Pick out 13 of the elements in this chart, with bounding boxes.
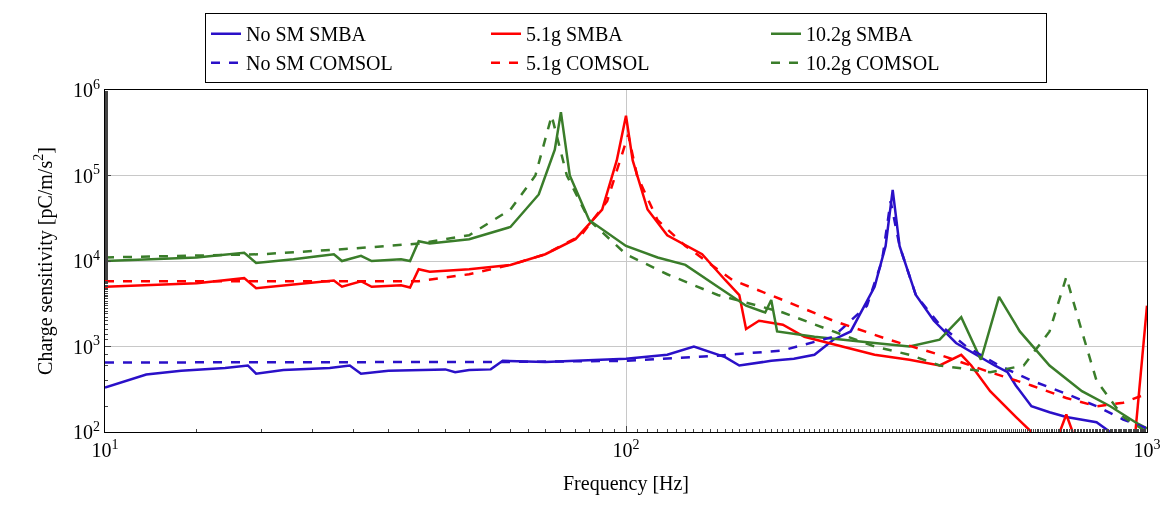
y-tick-label: 10$^{5}$ — [73, 162, 100, 187]
legend-label: 5.1g SMBA — [526, 23, 624, 47]
legend-label: 10.2g COMSOL — [806, 52, 940, 76]
y-tick-label: 10$^{3}$ — [73, 333, 100, 358]
x-axis-title: Frequency [Hz] — [562, 471, 690, 495]
y-tick-label: 10$^{4}$ — [73, 247, 100, 272]
x-tick-label: 10$^{2}$ — [612, 436, 640, 461]
legend-label: 10.2g SMBA — [806, 23, 914, 47]
x-tick-label: 10$^{3}$ — [1133, 436, 1161, 461]
legend-label: No SM SMBA — [246, 23, 367, 46]
legend-label: 5.1g COMSOL — [526, 52, 650, 76]
y-tick-label: 10$^{6}$ — [73, 76, 100, 101]
legend-label: No SM COMSOL — [246, 52, 393, 75]
